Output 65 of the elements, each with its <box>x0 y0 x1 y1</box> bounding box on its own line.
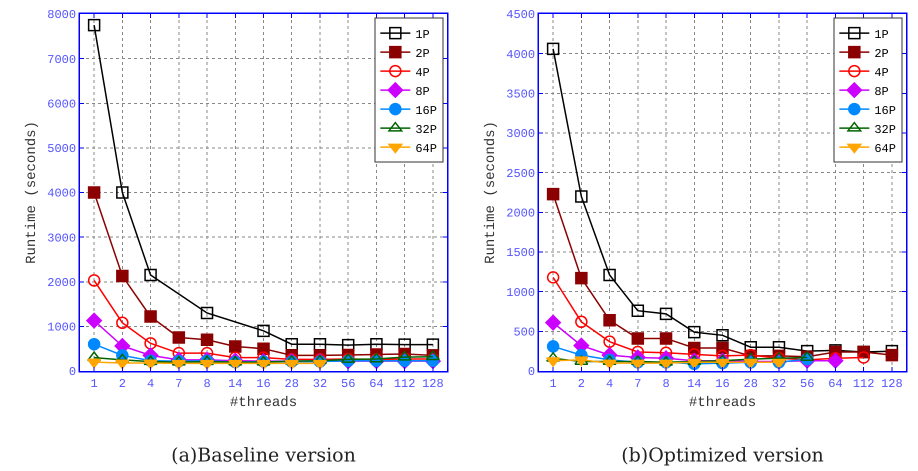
x-axis-title: #threads <box>230 394 298 411</box>
y-tick-label: 2000 <box>47 276 76 290</box>
x-tick-label: 4 <box>146 376 154 391</box>
x-tick-label: 8 <box>203 376 211 391</box>
legend-label: 16P <box>415 104 437 118</box>
x-tick-label: 8 <box>662 376 670 391</box>
x-tick-label: 14 <box>687 376 702 391</box>
legend-label: 64P <box>874 142 896 156</box>
y-tick-label: 7000 <box>47 52 76 67</box>
x-tick-label: 56 <box>340 376 356 391</box>
y-tick-label: 1000 <box>47 320 76 335</box>
x-tick-label: 16 <box>256 376 271 391</box>
x-tick-label: 14 <box>228 376 242 391</box>
x-tick-label: 28 <box>284 376 299 391</box>
x-tick-label: 28 <box>744 376 758 391</box>
x-tick-label: 128 <box>422 376 444 391</box>
legend-label: 32P <box>415 122 437 137</box>
legend-label: 64P <box>415 142 437 156</box>
y-tick-label: 4000 <box>506 48 536 62</box>
y-tick-label: 3000 <box>47 231 76 246</box>
x-tick-label: 2 <box>578 376 585 391</box>
x-tick-label: 128 <box>881 376 903 391</box>
x-tick-label: 1 <box>90 376 98 391</box>
x-tick-label: 32 <box>312 376 328 391</box>
y-tick-label: 4500 <box>506 8 536 22</box>
y-tick-label: 0 <box>528 365 536 380</box>
y-tick-label: 1500 <box>506 246 536 260</box>
y-axis-title: Runtime (seconds) <box>24 121 40 264</box>
text: (b)Optimized version <box>621 444 824 467</box>
x-tick-label: 56 <box>800 376 814 391</box>
legend-label: 4P <box>415 66 430 80</box>
x-tick-label: 4 <box>606 376 614 391</box>
y-tick-label: 6000 <box>47 97 76 112</box>
legend-label: 2P <box>874 46 889 61</box>
y-tick-label: 5000 <box>47 142 76 156</box>
y-tick-label: 500 <box>513 326 536 340</box>
y-axis-title: Runtime (seconds) <box>483 121 500 264</box>
x-tick-label: 16 <box>715 376 730 391</box>
legend-label: 1P <box>415 28 430 42</box>
x-tick-label: 64 <box>828 376 843 391</box>
y-tick-label: 3500 <box>506 88 536 102</box>
legend-label: 32P <box>874 122 896 137</box>
x-tick-label: 64 <box>369 376 384 391</box>
x-tick-label: 1 <box>550 376 557 391</box>
legend-label: 1P <box>874 28 889 42</box>
legend-label: 8P <box>874 84 889 99</box>
x-tick-label: 7 <box>175 376 182 391</box>
text: (a)Baseline version <box>171 444 356 467</box>
legend-label: 2P <box>415 46 430 61</box>
x-tick-label: 7 <box>634 376 642 391</box>
x-tick-label: 2 <box>118 376 126 391</box>
x-tick-label: 112 <box>394 376 416 391</box>
x-axis-title: #threads <box>688 394 756 411</box>
y-tick-label: 0 <box>68 365 76 380</box>
y-tick-label: 1000 <box>506 286 536 300</box>
y-tick-label: 2000 <box>506 206 536 221</box>
x-tick-label: 32 <box>772 376 786 391</box>
y-tick-label: 4000 <box>47 186 76 201</box>
y-tick-label: 2500 <box>506 166 536 181</box>
y-tick-label: 3000 <box>506 127 536 142</box>
y-tick-label: 8000 <box>47 8 76 22</box>
x-tick-label: 112 <box>852 376 874 391</box>
legend-label: 16P <box>874 104 896 118</box>
legend-label: 8P <box>415 84 430 99</box>
legend-label: 4P <box>874 66 889 80</box>
